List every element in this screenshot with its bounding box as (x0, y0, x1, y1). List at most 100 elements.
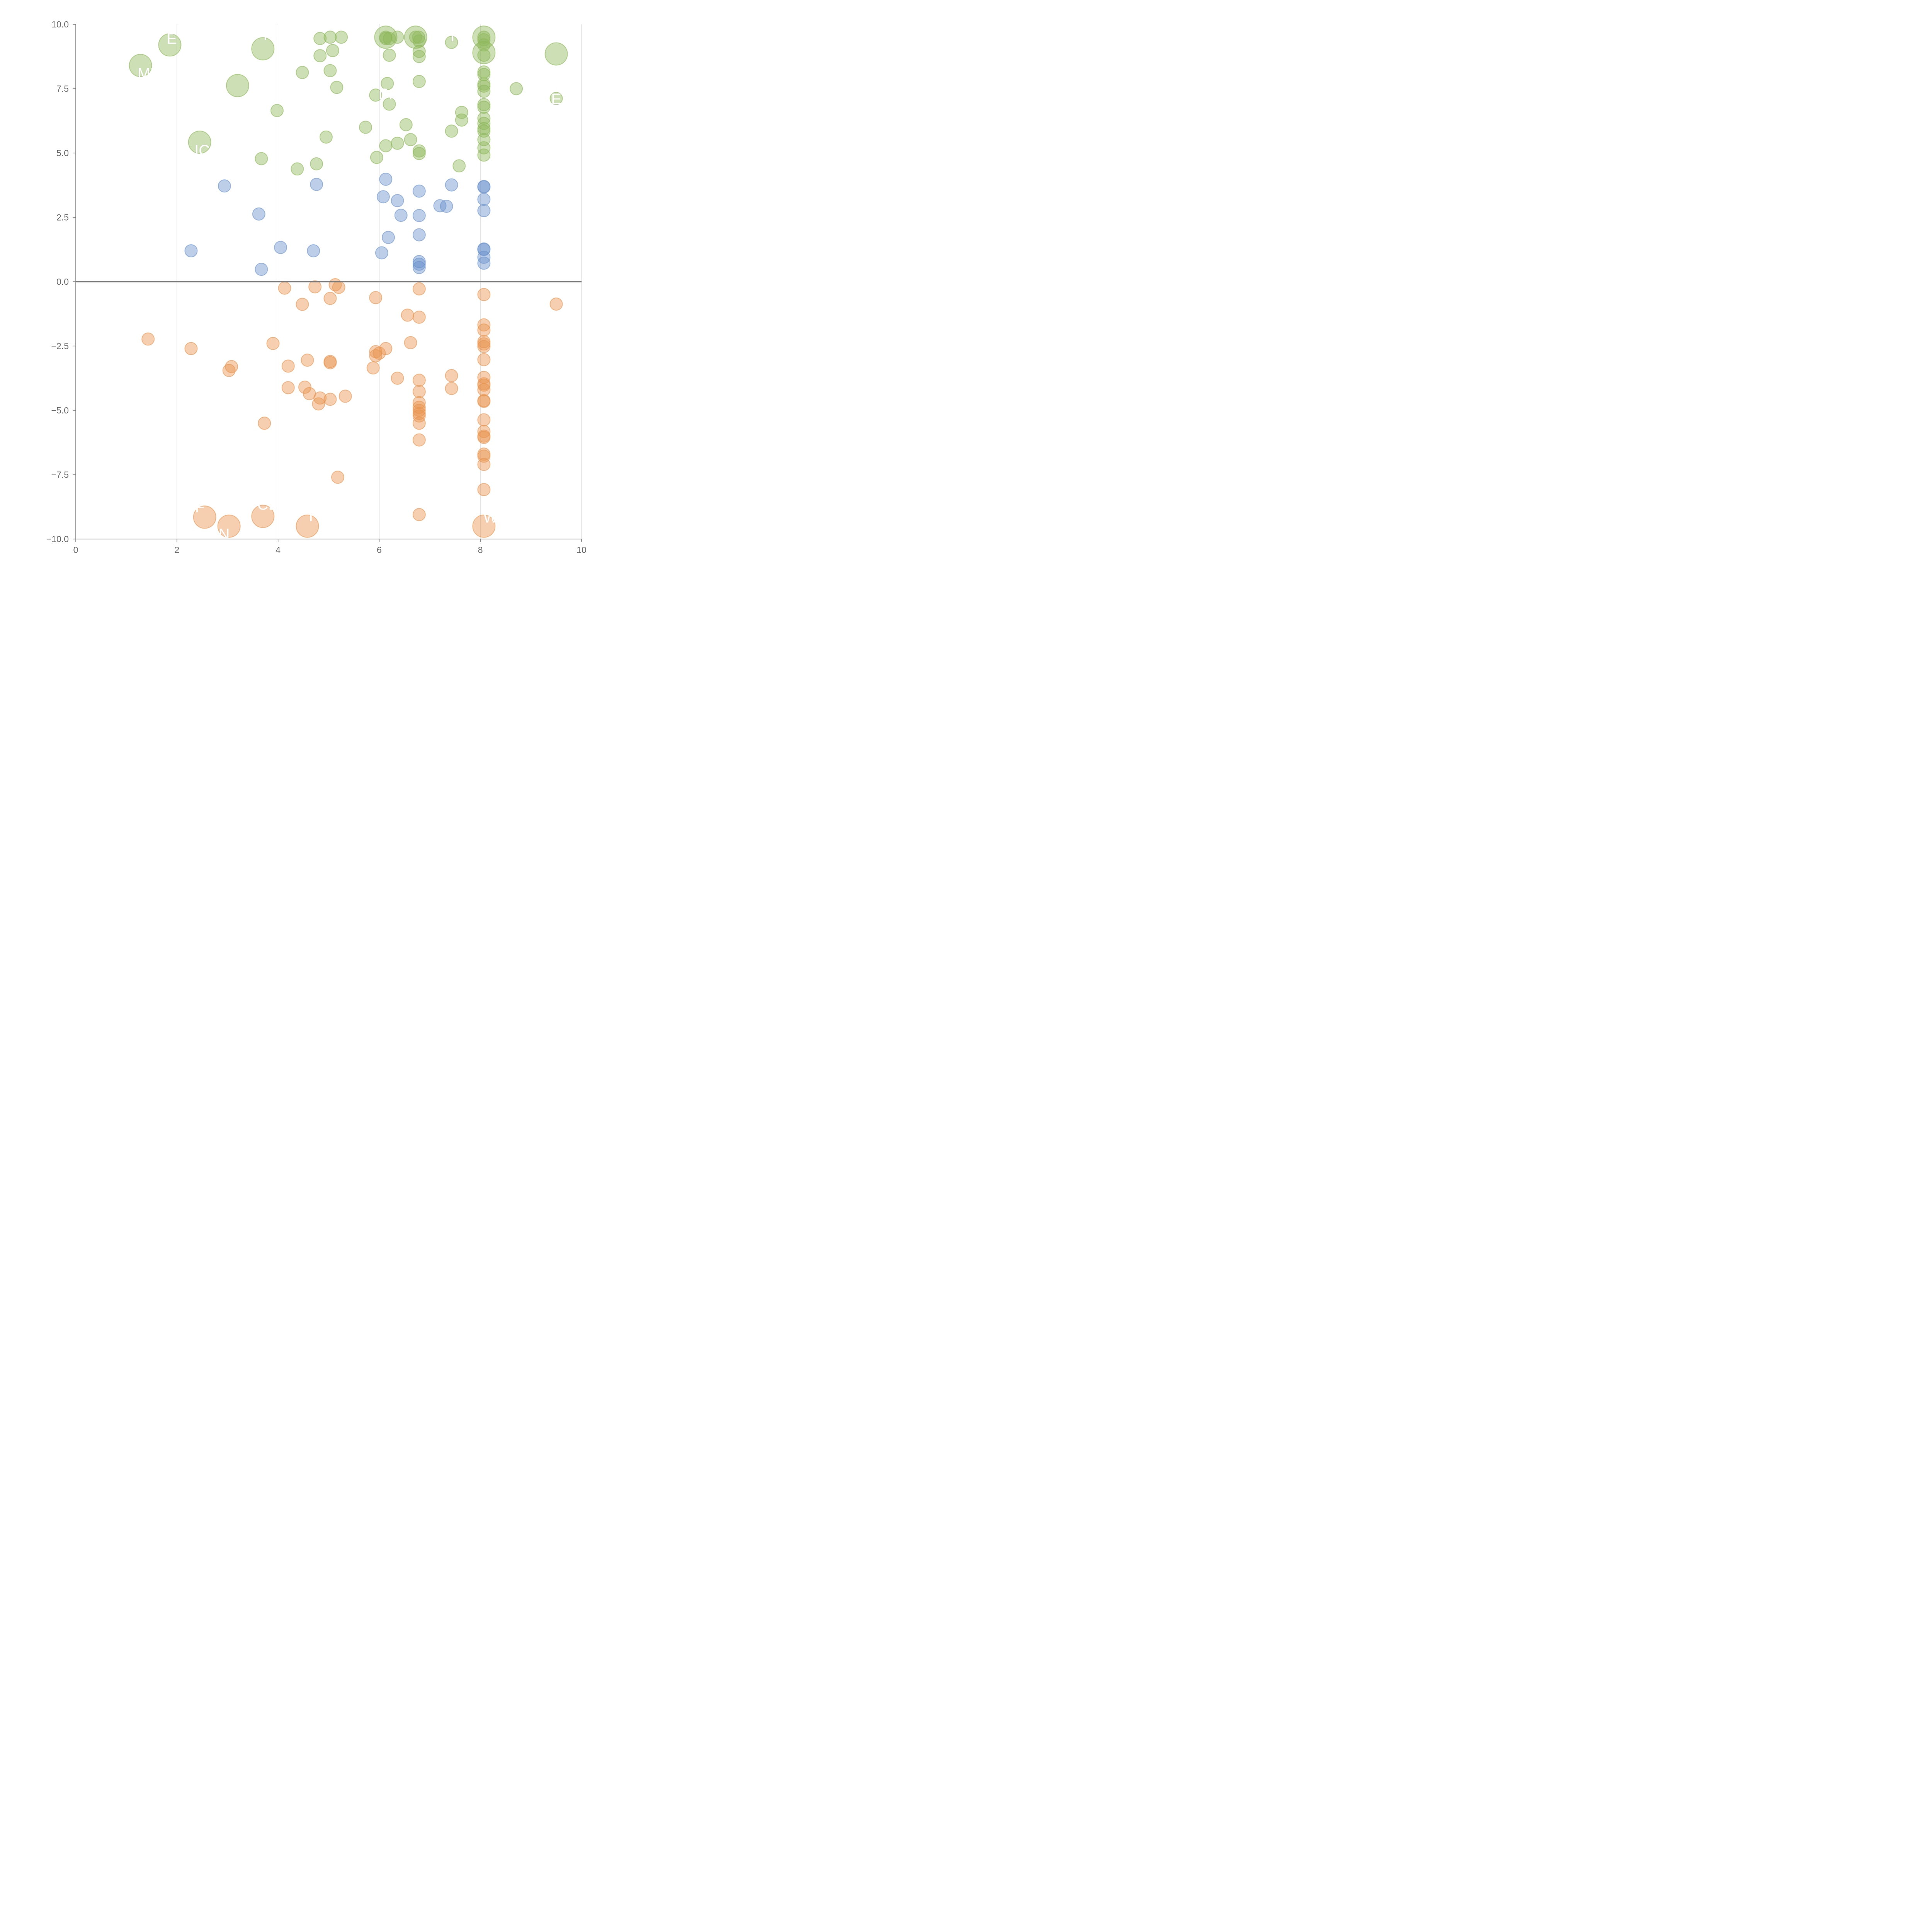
bubble (477, 383, 491, 396)
bubble (319, 130, 333, 144)
bubble (326, 44, 339, 57)
bubble (477, 340, 491, 353)
bubble (412, 396, 426, 410)
bubble (281, 381, 295, 395)
bubble (383, 32, 396, 45)
bubble-labels: E MX T IC T DA E SF CE TAN T W (138, 27, 561, 543)
bubble (412, 209, 426, 222)
large-bubble (217, 514, 241, 538)
bubble (412, 50, 426, 63)
bubble-label: MX (138, 65, 161, 82)
bubble (298, 381, 311, 394)
bubble (510, 82, 523, 95)
bubble (477, 68, 491, 81)
bubble (379, 342, 393, 355)
bubble (412, 147, 426, 160)
y-tick-label: −5.0 (51, 405, 69, 415)
bubble-label: TAN (200, 526, 230, 543)
y-tick-label: 0.0 (56, 277, 69, 287)
bubble (412, 31, 425, 44)
bubble (409, 31, 422, 44)
bubble (399, 118, 413, 131)
bubble (477, 483, 491, 497)
bubble (369, 291, 383, 304)
bubble (477, 192, 491, 206)
bubble (381, 231, 395, 244)
axes: 0 2 4 6 8 10 10.0 7.5 5.0 2.5 0.0 −2.5 −5.0 −7.5 −10.0 (46, 19, 587, 555)
bubble (335, 31, 348, 44)
bubble (549, 297, 563, 311)
bubble (255, 152, 268, 165)
bubble (270, 104, 284, 117)
bubbles (129, 26, 568, 538)
bubble-label: IC (194, 142, 210, 159)
bubble (412, 404, 426, 417)
bubble (477, 323, 491, 337)
bubble (445, 382, 458, 395)
bubble (445, 369, 458, 383)
bubble (308, 280, 322, 294)
bubble (455, 105, 468, 119)
bubble (477, 112, 491, 125)
bubble (312, 397, 325, 411)
large-bubble (251, 505, 275, 528)
bubble (412, 385, 426, 398)
bubble (391, 194, 404, 207)
bubble (412, 257, 426, 271)
y-tick-label: 2.5 (56, 213, 69, 223)
y-tick-label: −10.0 (46, 534, 69, 544)
bubble (477, 457, 491, 471)
bubble (296, 66, 309, 79)
bubble (274, 241, 287, 254)
bubble (252, 207, 265, 221)
bubble (549, 92, 563, 105)
x-tick-label: 0 (73, 545, 78, 555)
bubble (278, 281, 291, 295)
bubble (330, 81, 344, 94)
bubble (379, 172, 393, 186)
large-bubble (251, 37, 275, 61)
bubble-label: T (261, 27, 270, 44)
bubble (323, 64, 337, 77)
bubble (332, 281, 345, 294)
bubble (477, 117, 491, 130)
bubble (141, 332, 155, 346)
x-tick-label: 6 (377, 545, 382, 555)
bubble (338, 389, 352, 403)
bubble (266, 337, 280, 350)
bubble (372, 347, 386, 360)
bubble (412, 228, 426, 242)
bubble (455, 113, 468, 127)
bubble (477, 100, 491, 114)
bubble (375, 246, 388, 260)
bubble (379, 32, 393, 45)
bubble (477, 413, 491, 427)
bubble (258, 417, 271, 430)
y-tick-label: 5.0 (56, 148, 69, 158)
bubble (331, 471, 345, 484)
bubble (412, 75, 426, 88)
y-tick-label: 10.0 (51, 19, 69, 29)
bubble (323, 393, 337, 406)
bubble (412, 374, 426, 387)
bubble (477, 204, 491, 218)
bubble (440, 199, 453, 213)
bubble (477, 148, 491, 162)
bubble (412, 417, 426, 430)
bubble (477, 318, 491, 332)
bubble (452, 159, 466, 173)
bubble (477, 48, 491, 62)
bubble (313, 49, 327, 63)
bubble (477, 288, 491, 301)
bubble (477, 141, 491, 155)
bubble (412, 409, 426, 423)
bubble (218, 179, 231, 193)
large-bubble (226, 74, 249, 97)
bubble (225, 360, 238, 373)
bubble-chart: E MX T IC T DA E SF CE TAN T W 0 2 4 6 8 10 10.0 7.5 5.0 2.5… (46, 19, 587, 555)
bubble (391, 136, 404, 150)
bubble (412, 261, 426, 274)
bubble (323, 31, 337, 44)
bubble-label: SF (185, 499, 204, 516)
large-bubble (374, 26, 398, 49)
